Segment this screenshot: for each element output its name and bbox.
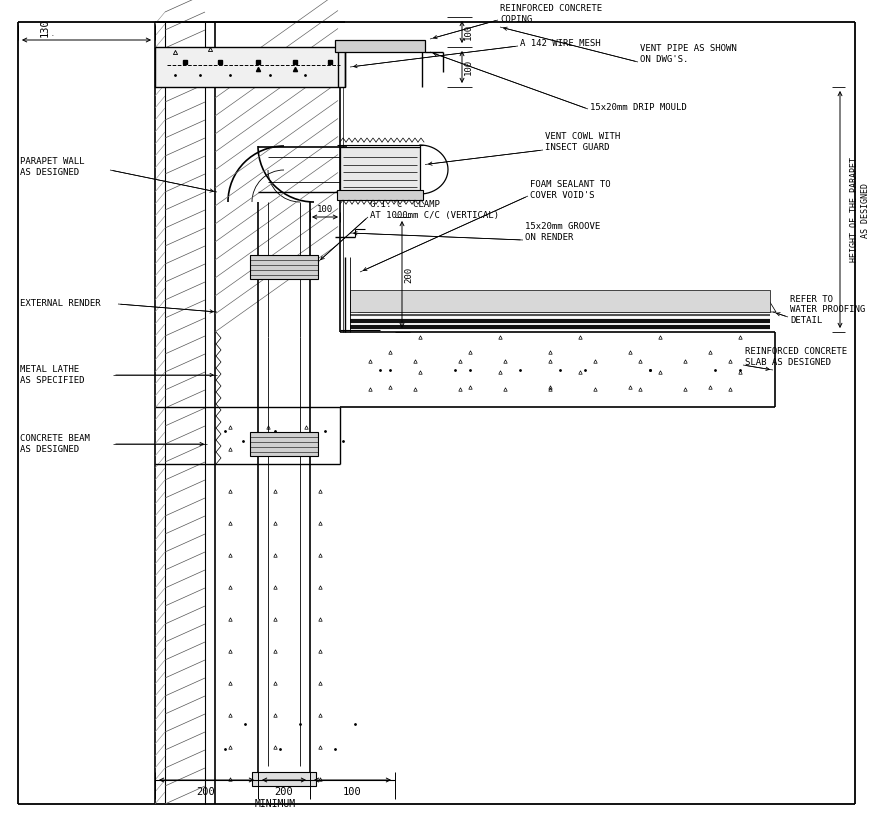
Text: EXTERNAL RENDER: EXTERNAL RENDER: [20, 299, 101, 308]
Text: 200: 200: [404, 267, 413, 283]
Text: 15x20mm DRIP MOULD: 15x20mm DRIP MOULD: [590, 103, 687, 112]
Bar: [252, 772, 316, 786]
Text: FOAM SEALANT TO
COVER VOID'S: FOAM SEALANT TO COVER VOID'S: [530, 180, 610, 200]
Text: METAL LATHE
AS SPECIFIED: METAL LATHE AS SPECIFIED: [20, 365, 85, 385]
Text: 100: 100: [317, 205, 333, 214]
Text: REFER TO
WATER PROOFING
DETAIL: REFER TO WATER PROOFING DETAIL: [790, 295, 865, 325]
Bar: [250, 432, 318, 456]
Text: 100: 100: [464, 24, 473, 40]
Text: VENT PIPE AS SHOWN
ON DWG'S.: VENT PIPE AS SHOWN ON DWG'S.: [640, 44, 737, 63]
Text: 200: 200: [274, 787, 293, 797]
Text: REINFORCED CONCRETE
SLAB AS DESIGNED: REINFORCED CONCRETE SLAB AS DESIGNED: [745, 348, 847, 367]
Text: HEIGHT OF THE PARAPET
AS DESIGNED: HEIGHT OF THE PARAPET AS DESIGNED: [850, 158, 870, 262]
Text: CONCRETE BEAM
AS DESIGNED: CONCRETE BEAM AS DESIGNED: [20, 434, 90, 454]
Text: 15x20mm GROOVE
ON RENDER: 15x20mm GROOVE ON RENDER: [525, 222, 601, 242]
Text: REINFORCED CONCRETE
COPING: REINFORCED CONCRETE COPING: [500, 4, 602, 24]
Bar: [155, 47, 345, 87]
Text: 100: 100: [464, 59, 473, 75]
Text: MIN: MIN: [52, 35, 54, 36]
Bar: [340, 147, 420, 192]
Bar: [337, 190, 423, 200]
Text: PARAPET WALL
AS DESIGNED: PARAPET WALL AS DESIGNED: [20, 157, 85, 177]
Text: 100: 100: [343, 787, 362, 797]
Text: MINIMUM: MINIMUM: [255, 799, 296, 809]
Text: A 142 WIRE MESH: A 142 WIRE MESH: [520, 39, 601, 48]
Text: 130: 130: [40, 18, 50, 37]
Bar: [350, 290, 770, 312]
Text: 200: 200: [197, 787, 216, 797]
Bar: [250, 255, 318, 279]
Text: G.I.'C' CLAMP
AT 1000mm C/C (VERTICAL): G.I.'C' CLAMP AT 1000mm C/C (VERTICAL): [370, 201, 499, 219]
Bar: [335, 40, 425, 52]
Text: VENT COWL WITH
INSECT GUARD: VENT COWL WITH INSECT GUARD: [545, 132, 620, 152]
